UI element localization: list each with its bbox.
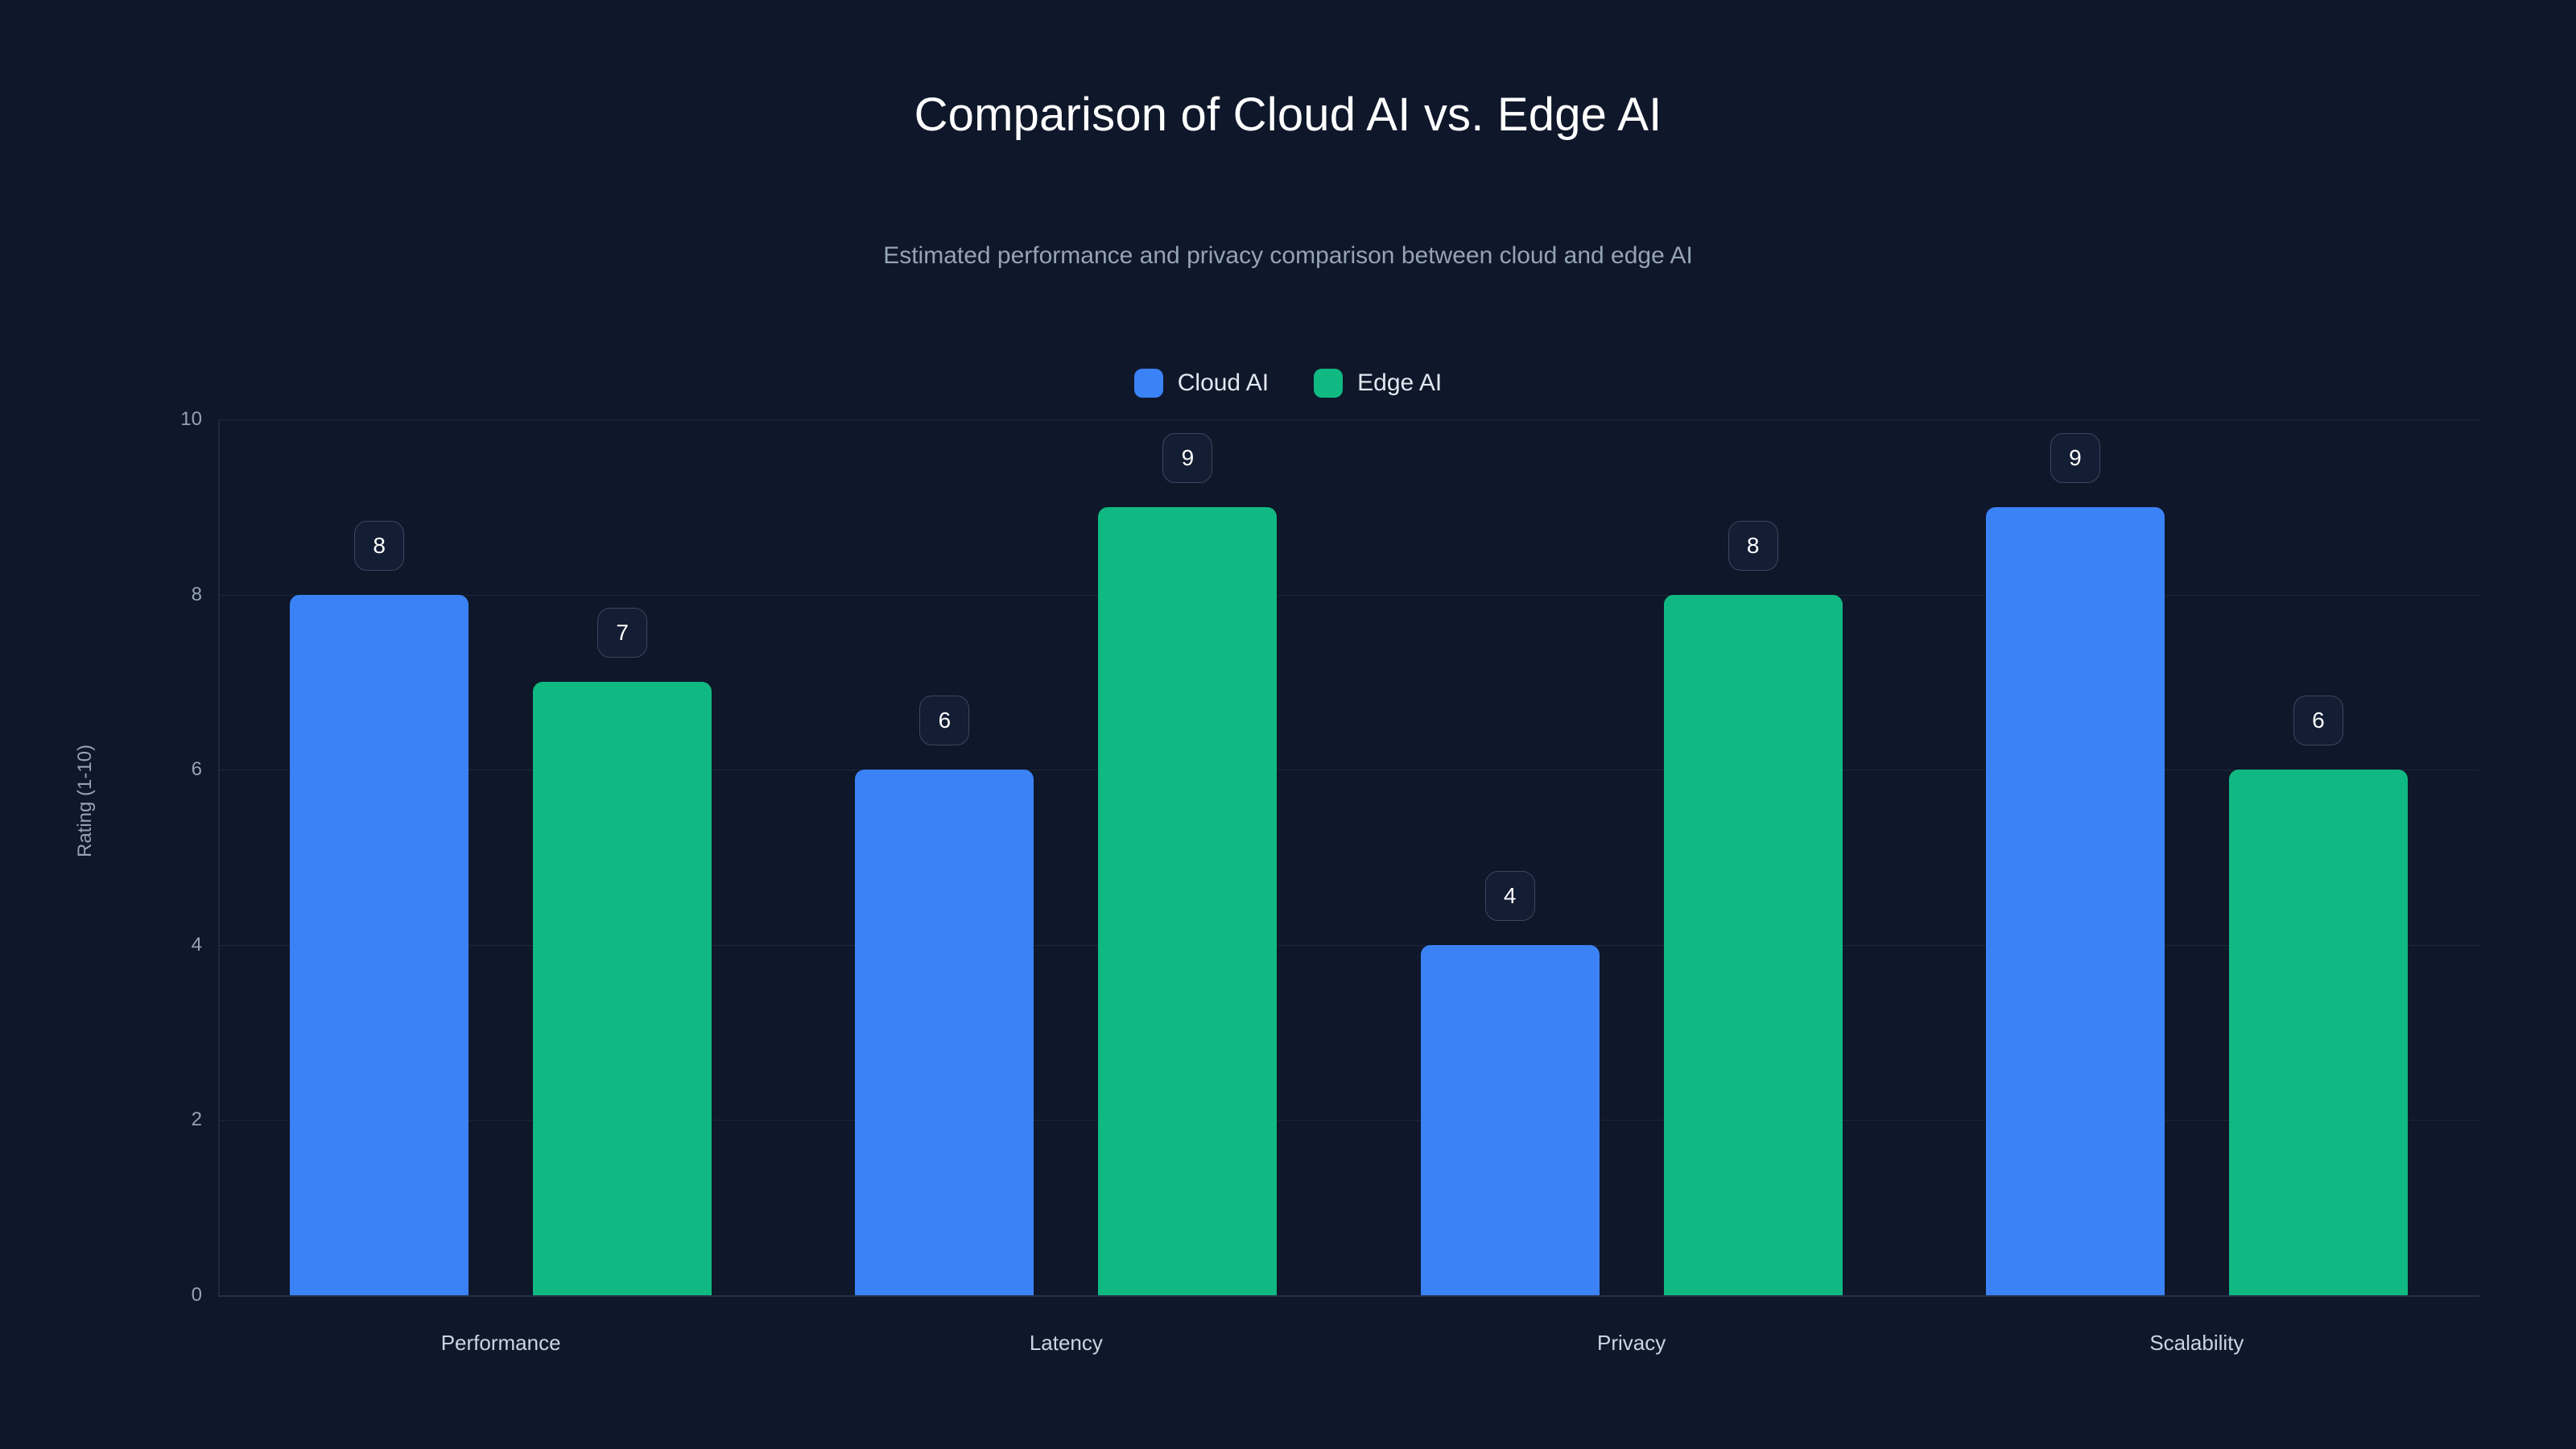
y-axis-title: Rating (1-10) <box>74 744 96 857</box>
legend-swatch-icon <box>1133 369 1163 398</box>
y-axis-tick-label: 2 <box>191 1108 202 1131</box>
data-label-badge: 8 <box>1728 520 1778 571</box>
bar-performance-cloud-ai[interactable] <box>290 594 469 1295</box>
x-axis-tick-label: Privacy <box>1597 1331 1666 1355</box>
data-label-badge: 6 <box>2293 696 2343 746</box>
x-axis-tick-label: Latency <box>1029 1331 1103 1355</box>
bar-privacy-edge-ai[interactable] <box>1663 594 1843 1295</box>
legend-label: Cloud AI <box>1177 369 1269 396</box>
bar-scalability-cloud-ai[interactable] <box>1985 506 2165 1295</box>
legend-label: Edge AI <box>1357 369 1443 396</box>
y-axis-tick-label: 0 <box>191 1284 202 1306</box>
y-axis-line <box>218 419 220 1295</box>
chart-subtitle: Estimated performance and privacy compar… <box>883 242 1693 269</box>
data-label-badge: 4 <box>1484 870 1535 921</box>
data-label-badge: 9 <box>2050 432 2100 483</box>
gridline <box>218 1295 2479 1297</box>
gridline <box>218 594 2479 596</box>
bar-performance-edge-ai[interactable] <box>533 682 712 1295</box>
gridline <box>218 419 2479 420</box>
page-title: Comparison of Cloud AI vs. Edge AI <box>914 89 1662 141</box>
bar-latency-cloud-ai[interactable] <box>855 770 1034 1295</box>
data-label-badge: 6 <box>919 696 970 746</box>
x-axis-tick-label: Scalability <box>2149 1331 2244 1355</box>
data-label-badge: 7 <box>597 608 648 658</box>
legend-item-cloud-ai[interactable]: Cloud AI <box>1133 369 1269 398</box>
legend-swatch-icon <box>1314 369 1344 398</box>
legend-item-edge-ai[interactable]: Edge AI <box>1314 369 1442 398</box>
y-axis-tick-label: 6 <box>191 758 202 781</box>
bar-privacy-cloud-ai[interactable] <box>1420 944 1600 1295</box>
bar-scalability-edge-ai[interactable] <box>2228 770 2408 1295</box>
data-label-badge: 9 <box>1162 432 1213 483</box>
y-axis-tick-label: 8 <box>191 583 202 605</box>
chart-legend: Cloud AI Edge AI <box>0 369 2576 398</box>
plot-area: 0 2 4 6 8 10 8 7 6 9 4 8 9 6 <box>180 410 2479 1305</box>
y-axis-tick-label: 4 <box>191 933 202 956</box>
x-axis-tick-label: Performance <box>440 1331 561 1355</box>
gridline <box>218 1120 2479 1121</box>
y-axis-tick-label: 10 <box>180 408 202 430</box>
bar-latency-edge-ai[interactable] <box>1098 506 1278 1295</box>
gridline <box>218 944 2479 946</box>
data-label-badge: 8 <box>354 520 405 571</box>
